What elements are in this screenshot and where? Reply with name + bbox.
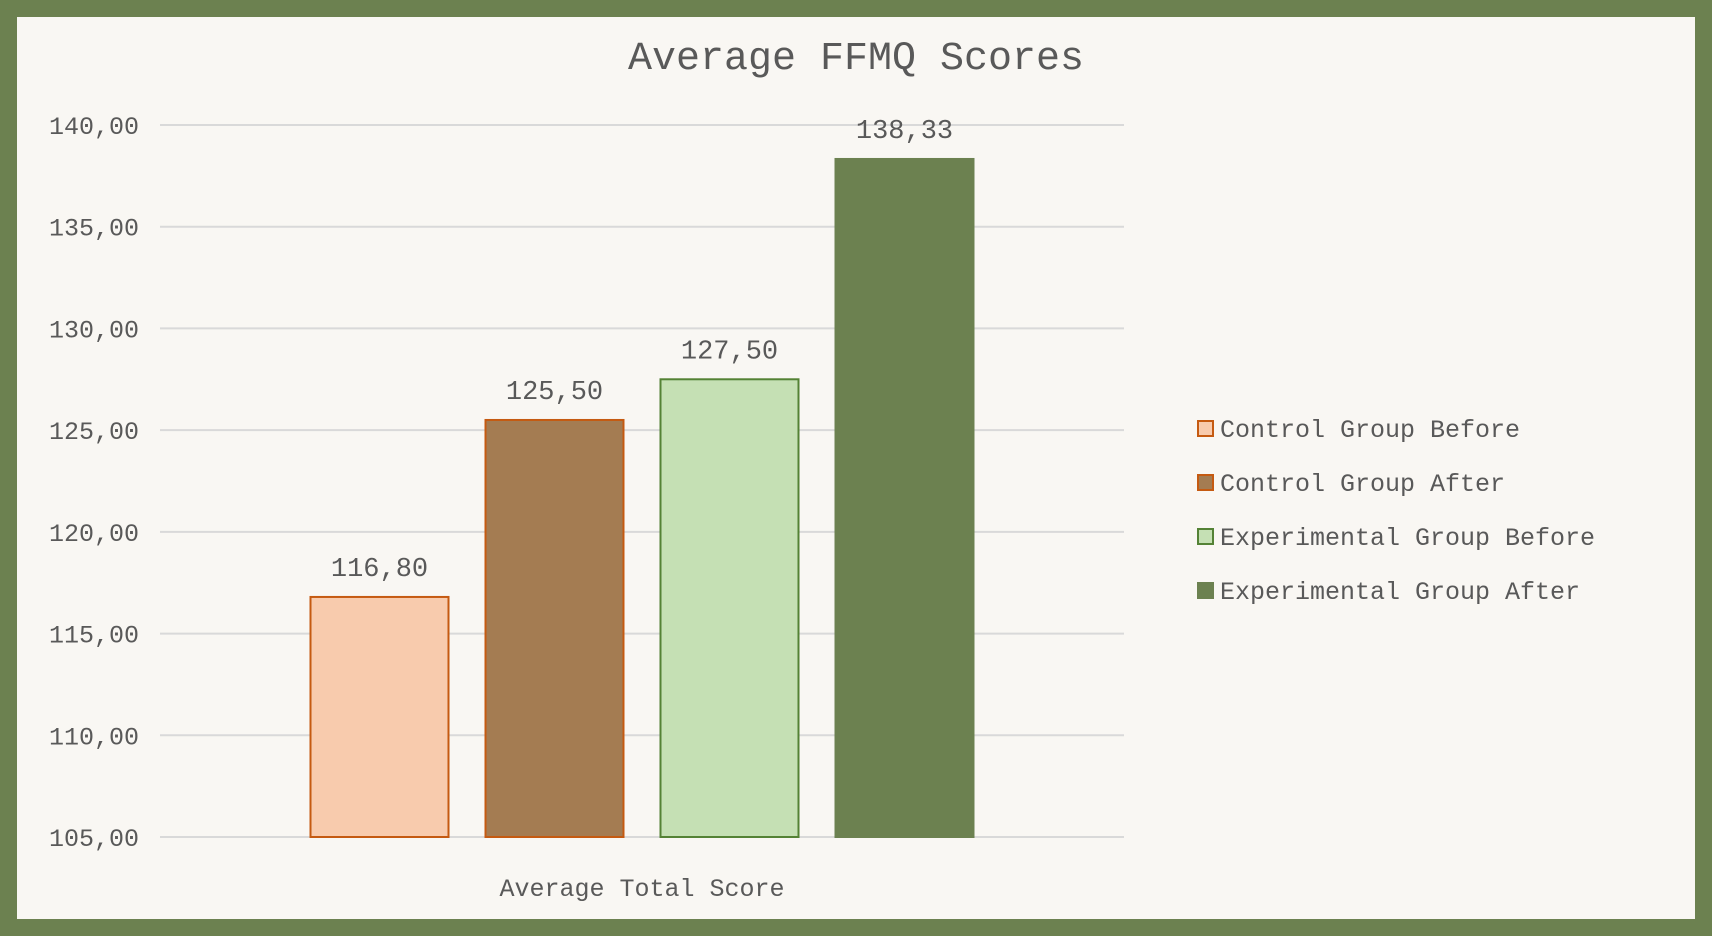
y-tick-label: 110,00: [49, 723, 139, 752]
legend-item: Experimental Group Before: [1197, 524, 1595, 553]
y-tick-label: 130,00: [49, 316, 139, 345]
y-tick-label: 135,00: [49, 215, 139, 244]
data-label: 138,33: [856, 117, 953, 147]
data-labels: 116,80 125,50 127,50 138,33: [331, 117, 953, 585]
legend-swatch: [1197, 420, 1214, 437]
y-tick-label: 120,00: [49, 520, 139, 549]
chart-title: Average FFMQ Scores: [628, 37, 1084, 82]
gridlines: [160, 124, 1124, 838]
legend-swatch: [1197, 474, 1214, 491]
legend-label: Experimental Group After: [1220, 578, 1580, 607]
legend-item: Control Group Before: [1197, 416, 1520, 445]
legend-swatch: [1197, 582, 1214, 599]
y-tick-label: 140,00: [49, 113, 139, 142]
bar-3: [659, 378, 800, 838]
legend-item: Control Group After: [1197, 470, 1505, 499]
y-tick-label: 115,00: [49, 622, 139, 651]
bars: [309, 157, 975, 838]
y-tick-label: 105,00: [49, 825, 139, 854]
chart-area: Average FFMQ Scores 105,00 110,00 115,00 12…: [17, 17, 1695, 919]
bar-4: [834, 157, 975, 838]
data-label: 125,50: [506, 378, 603, 408]
legend: Control Group Before Control Group After E…: [1197, 416, 1595, 607]
data-label: 116,80: [331, 555, 428, 585]
legend-label: Experimental Group Before: [1220, 524, 1595, 553]
bar-1: [309, 595, 450, 838]
legend-swatch: [1197, 528, 1214, 545]
x-category-label: Average Total Score: [499, 875, 784, 904]
bar-chart: Average FFMQ Scores 105,00 110,00 115,00 12…: [49, 37, 1595, 904]
legend-item: Experimental Group After: [1197, 578, 1580, 607]
x-axis-categories: Average Total Score: [499, 875, 784, 904]
legend-label: Control Group Before: [1220, 416, 1520, 445]
y-tick-label: 125,00: [49, 418, 139, 447]
bar-2: [484, 418, 625, 838]
y-axis-ticks: 105,00 110,00 115,00 120,00 125,00 130,00 135,…: [49, 113, 139, 854]
legend-label: Control Group After: [1220, 470, 1505, 499]
data-label: 127,50: [681, 337, 778, 367]
